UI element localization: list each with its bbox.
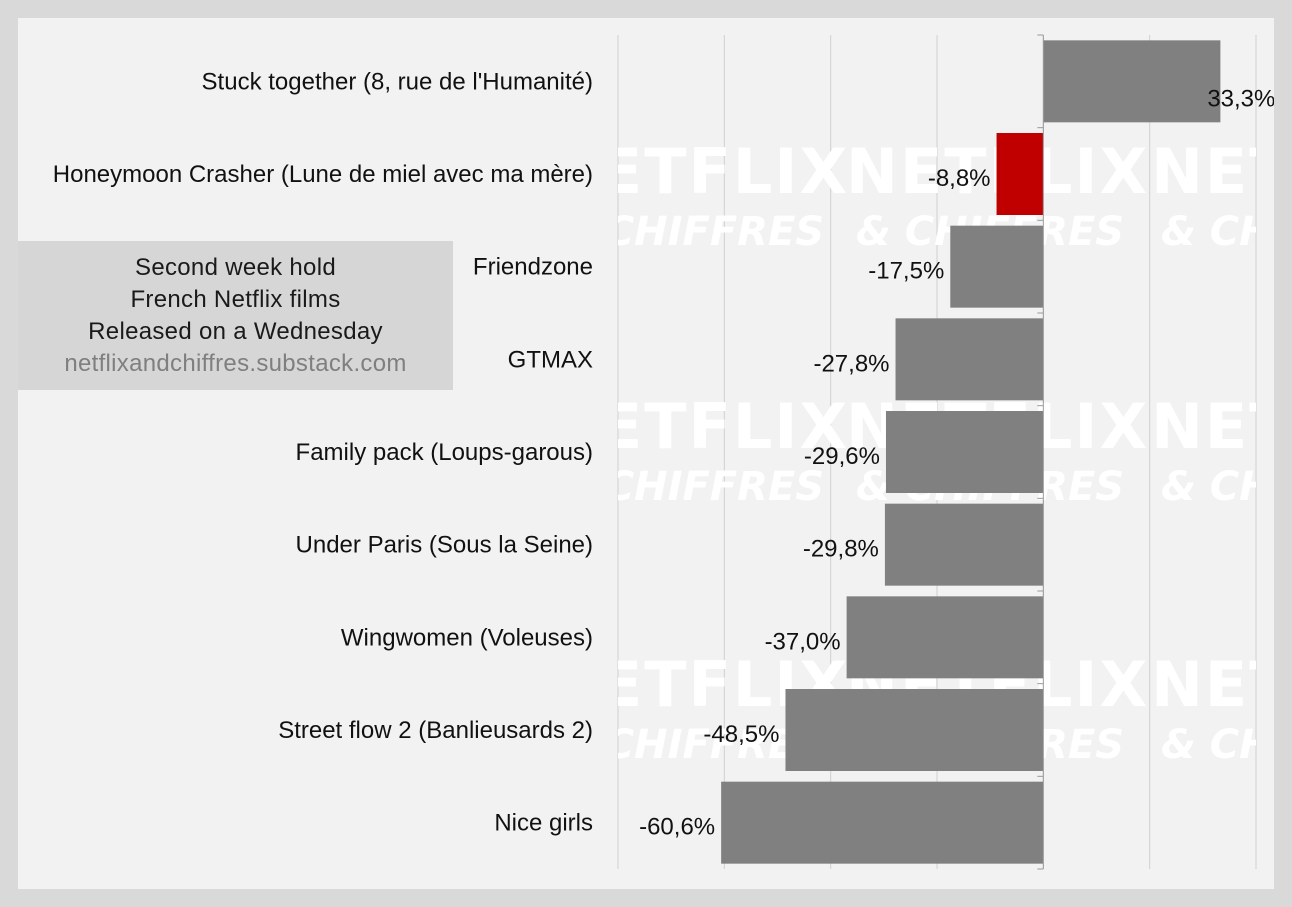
value-label-2: -17,5%: [868, 258, 944, 285]
value-label-4: -29,6%: [804, 443, 880, 470]
info-line-2: French Netflix films: [130, 285, 341, 313]
info-line-1: Second week hold: [135, 253, 336, 281]
bar-1: [996, 133, 1044, 215]
bar-5: [884, 503, 1044, 586]
category-label-7: Street flow 2 (Banlieusards 2): [278, 717, 593, 744]
watermark-text-2: NETFLIX: [1151, 135, 1274, 208]
watermark-subtext-3: & CHIFFRES: [556, 464, 824, 510]
category-label-1: Honeymoon Crasher (Lune de miel avec ma …: [53, 161, 593, 188]
watermark-text-3: NETFLIX: [546, 390, 849, 463]
watermark-subtext-2: & CHIFFRES: [1161, 209, 1274, 255]
category-label-2: Friendzone: [473, 254, 593, 281]
info-line-3: Released on a Wednesday: [88, 317, 383, 345]
category-label-4: Family pack (Loups-garous): [296, 439, 593, 466]
value-label-1: -8,8%: [928, 165, 991, 192]
category-label-0: Stuck together (8, rue de l'Humanité): [202, 68, 593, 95]
value-label-5: -29,8%: [803, 536, 879, 563]
value-label-7: -48,5%: [703, 721, 779, 748]
bar-6: [846, 596, 1044, 679]
category-label-8: Nice girls: [494, 810, 593, 837]
bar-0: [1043, 40, 1221, 123]
bar-3: [895, 318, 1044, 401]
value-label-0: 33,3%: [1207, 85, 1274, 112]
value-label-3: -27,8%: [813, 350, 889, 377]
watermark-subtext-5: & CHIFFRES: [1161, 464, 1274, 510]
bar-4: [885, 411, 1044, 493]
category-label-3: GTMAX: [508, 346, 593, 373]
watermark-text-8: NETFLIX: [1151, 648, 1274, 721]
bar-7: [785, 689, 1044, 771]
watermark-text-0: NETFLIX: [546, 135, 849, 208]
category-label-6: Wingwomen (Voleuses): [341, 624, 593, 651]
watermark-text-5: NETFLIX: [1151, 390, 1274, 463]
bar-8: [721, 781, 1044, 864]
info-url: netflixandchiffres.substack.com: [64, 349, 407, 377]
watermark-subtext-0: & CHIFFRES: [556, 209, 824, 255]
info-box: Second week hold French Netflix films Re…: [18, 241, 453, 390]
bar-2: [950, 225, 1044, 308]
value-label-6: -37,0%: [765, 628, 841, 655]
category-label-5: Under Paris (Sous la Seine): [296, 532, 593, 559]
watermark-subtext-8: & CHIFFRES: [1161, 722, 1274, 768]
value-label-8: -60,6%: [639, 814, 715, 841]
watermark-subtext-6: & CHIFFRES: [556, 722, 824, 768]
